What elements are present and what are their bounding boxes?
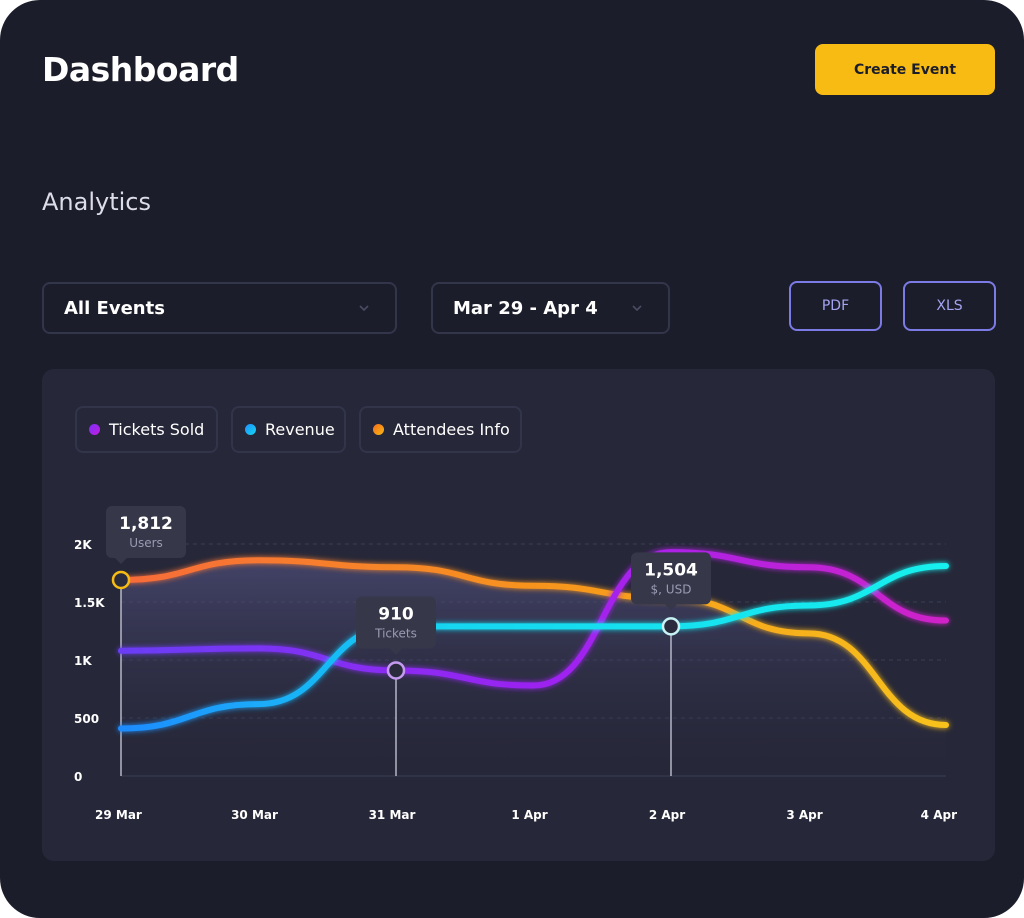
legend-dot-icon: [245, 424, 256, 435]
legend-attendees-info[interactable]: Attendees Info: [359, 406, 522, 453]
legend-label: Revenue: [265, 420, 335, 439]
x-tick-label: 30 Mar: [231, 808, 278, 822]
area-fill: [121, 560, 946, 776]
data-point-marker: [386, 661, 406, 680]
chart-area-fill: [121, 560, 946, 776]
legend-dot-icon: [373, 424, 384, 435]
series-line-attendees-info: [118, 557, 949, 728]
legend-label: Attendees Info: [393, 420, 510, 439]
chevron-down-icon: [632, 305, 642, 312]
x-tick-label: 29 Mar: [95, 808, 142, 822]
x-tick-label: 3 Apr: [786, 808, 822, 822]
x-tick-label: 4 Apr: [921, 808, 957, 822]
data-point-marker: [661, 617, 681, 636]
tooltip-box: [106, 505, 186, 558]
export-pdf-button[interactable]: PDF: [789, 281, 882, 331]
tooltip-unit: Tickets: [374, 626, 417, 640]
analytics-title: Analytics: [42, 188, 151, 216]
chart-series: [118, 549, 949, 732]
chart-markers: [111, 570, 681, 680]
tooltip-unit: Users: [129, 536, 163, 550]
tooltip-value: 1,812: [119, 514, 173, 534]
tooltip-box: [356, 596, 436, 649]
events-select[interactable]: All Events: [42, 282, 397, 334]
y-tick-label: 500: [74, 712, 99, 726]
chart-tooltips: 1,812 Users 910 Tickets 1,504 $, USD: [106, 505, 711, 655]
tooltip-value: 1,504: [644, 560, 698, 580]
page-title: Dashboard: [42, 50, 239, 89]
y-tick-label: 1K: [74, 654, 92, 668]
chart-axes: 0 500 1K 1.5K 2K 29 Mar 30 Mar 31 Mar 1 Apr 2 Apr…: [74, 538, 957, 822]
x-tick-label: 2 Apr: [649, 808, 685, 822]
create-event-button[interactable]: Create Event: [815, 44, 995, 95]
tooltip-value: 910: [378, 604, 414, 624]
legend-revenue[interactable]: Revenue: [231, 406, 346, 453]
x-tick-label: 1 Apr: [511, 808, 547, 822]
series-line-revenue: [118, 563, 949, 732]
export-xls-button[interactable]: XLS: [903, 281, 996, 331]
legend-tickets-sold[interactable]: Tickets Sold: [75, 406, 218, 453]
tooltip-unit: $, USD: [651, 582, 692, 596]
chevron-down-icon: [359, 305, 369, 312]
legend-label: Tickets Sold: [109, 420, 205, 439]
data-point-marker: [111, 570, 131, 590]
tooltip-box: [631, 552, 711, 605]
date-range-value: Mar 29 - Apr 4: [453, 297, 598, 319]
date-range-select[interactable]: Mar 29 - Apr 4: [431, 282, 670, 334]
y-tick-label: 1.5K: [74, 596, 105, 610]
y-tick-label: 0: [74, 770, 82, 784]
legend-dot-icon: [89, 424, 100, 435]
y-tick-label: 2K: [74, 538, 92, 552]
events-select-value: All Events: [64, 297, 165, 319]
tooltip-pointer: [115, 557, 127, 564]
tooltip-pointer: [665, 604, 677, 611]
series-line-tickets-sold: [118, 549, 949, 689]
x-tick-label: 31 Mar: [369, 808, 416, 822]
tooltip-pointer: [390, 648, 402, 655]
chart-guides: [120, 579, 672, 776]
